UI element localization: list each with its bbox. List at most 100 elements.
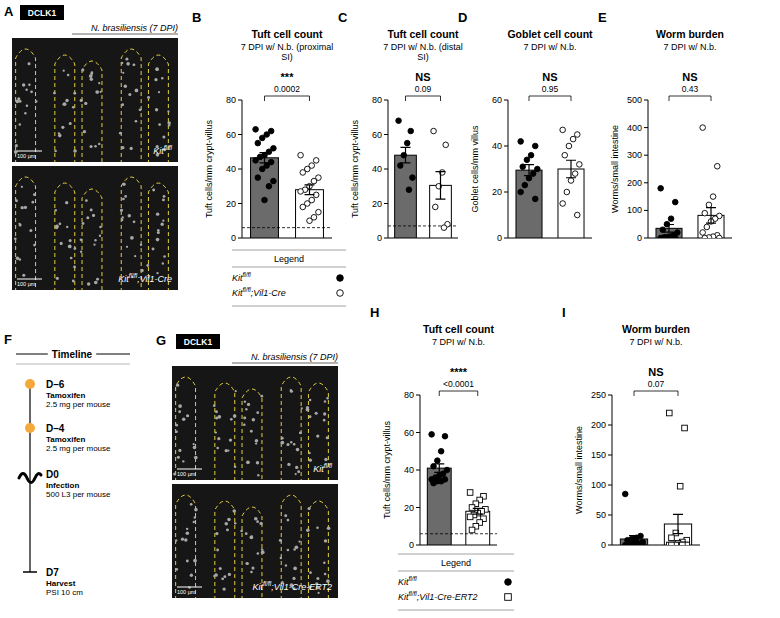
- speckle: [16, 257, 20, 261]
- speckle: [85, 199, 88, 202]
- error-bar: [260, 153, 270, 163]
- speckle: [215, 431, 217, 433]
- speckle: [244, 400, 246, 402]
- significance-bracket: [406, 96, 441, 101]
- data-point: [666, 410, 672, 416]
- speckle: [128, 214, 132, 218]
- villus-outline: [121, 49, 141, 162]
- data-point: [518, 189, 524, 195]
- speckle: [100, 91, 102, 93]
- error-bar: [305, 185, 315, 195]
- title-rule: [72, 34, 178, 35]
- speckle: [140, 244, 142, 246]
- data-point: [467, 514, 473, 520]
- data-point: [532, 196, 538, 202]
- speckle: [146, 264, 149, 267]
- y-tick: [608, 515, 612, 516]
- speckle: [92, 214, 95, 217]
- speckle: [281, 437, 284, 440]
- event-marker: [25, 423, 35, 433]
- legend: LegendKitfl/flKitfl/fl;Vil1-Cre-ERT2: [398, 554, 514, 610]
- speckle: [215, 532, 218, 535]
- speckle: [99, 235, 101, 237]
- speckle: [176, 383, 179, 386]
- speckle: [87, 282, 91, 286]
- data-point: [404, 140, 410, 146]
- panel-letter: C: [338, 10, 348, 25]
- speckle: [98, 82, 100, 84]
- speckle: [309, 571, 312, 574]
- speckle: [54, 150, 57, 153]
- speckle: [83, 130, 86, 133]
- speckle: [120, 209, 123, 212]
- speckle: [72, 280, 75, 283]
- speckle: [122, 216, 124, 218]
- data-point: [704, 224, 710, 230]
- speckle: [217, 437, 220, 440]
- event-label: Harvest: [46, 579, 76, 588]
- chart-subtitle: 7 DPI w/ N.b. (distalSI): [383, 42, 463, 62]
- speckle: [163, 195, 166, 198]
- speckle: [61, 126, 64, 129]
- speckle: [58, 134, 62, 138]
- speckle: [301, 407, 303, 409]
- speckle: [249, 536, 253, 540]
- speckle: [194, 516, 196, 518]
- speckle: [194, 508, 198, 512]
- scale-label: 100 µm: [17, 281, 36, 287]
- speckle: [156, 212, 159, 215]
- legend-marker: [505, 579, 512, 586]
- speckle: [125, 57, 128, 60]
- y-tick-label: 0: [637, 233, 642, 243]
- speckle: [128, 93, 131, 96]
- label-rest: ;Vil1-Cre: [137, 274, 172, 284]
- y-tick-label: 60: [372, 130, 382, 140]
- speckle: [182, 418, 185, 421]
- y-tick: [504, 192, 508, 193]
- event-marker: [25, 379, 35, 389]
- legend-rule: [232, 306, 346, 307]
- y-axis: [612, 395, 613, 545]
- speckle: [186, 528, 188, 530]
- y-tick: [416, 470, 420, 471]
- speckle: [74, 247, 77, 250]
- speckle: [246, 562, 249, 565]
- speckle: [217, 415, 221, 419]
- data-point: [255, 140, 261, 146]
- event-marker: [23, 571, 37, 573]
- speckle: [315, 412, 318, 415]
- speckle: [316, 434, 319, 437]
- significance: NS: [415, 71, 430, 83]
- subtitle-line: 7 DPI w/ N.b. (proximal: [241, 42, 334, 52]
- speckle: [173, 472, 176, 475]
- stain-label: DCLK1: [28, 8, 57, 18]
- micrograph-content: [14, 49, 171, 162]
- label-base: Kit: [253, 582, 264, 592]
- y-tick: [644, 210, 648, 211]
- y-tick: [504, 100, 508, 101]
- y-axis-title: Worms/small intestine: [574, 426, 584, 514]
- speckle: [22, 83, 25, 86]
- significance: NS: [682, 71, 697, 83]
- speckle: [80, 251, 82, 253]
- data-point: [702, 235, 708, 238]
- y-tick-label: 0: [497, 233, 502, 243]
- speckle: [73, 92, 76, 95]
- speckle: [84, 102, 87, 105]
- speckle: [287, 463, 290, 466]
- y-tick: [608, 485, 612, 486]
- speckle: [152, 248, 155, 251]
- speckle: [323, 561, 326, 564]
- data-point: [300, 204, 306, 210]
- speckle: [306, 528, 310, 532]
- speckle: [230, 418, 233, 421]
- y-tick-label: 100: [591, 480, 606, 490]
- plot-area: [516, 127, 584, 238]
- speckle: [81, 68, 84, 71]
- speckle: [162, 220, 164, 222]
- speckle: [323, 419, 326, 422]
- chart-title: Tuft cell count: [388, 28, 459, 40]
- plot-area: [242, 127, 332, 238]
- scale-bar: [177, 469, 202, 470]
- plot-area: [620, 410, 691, 545]
